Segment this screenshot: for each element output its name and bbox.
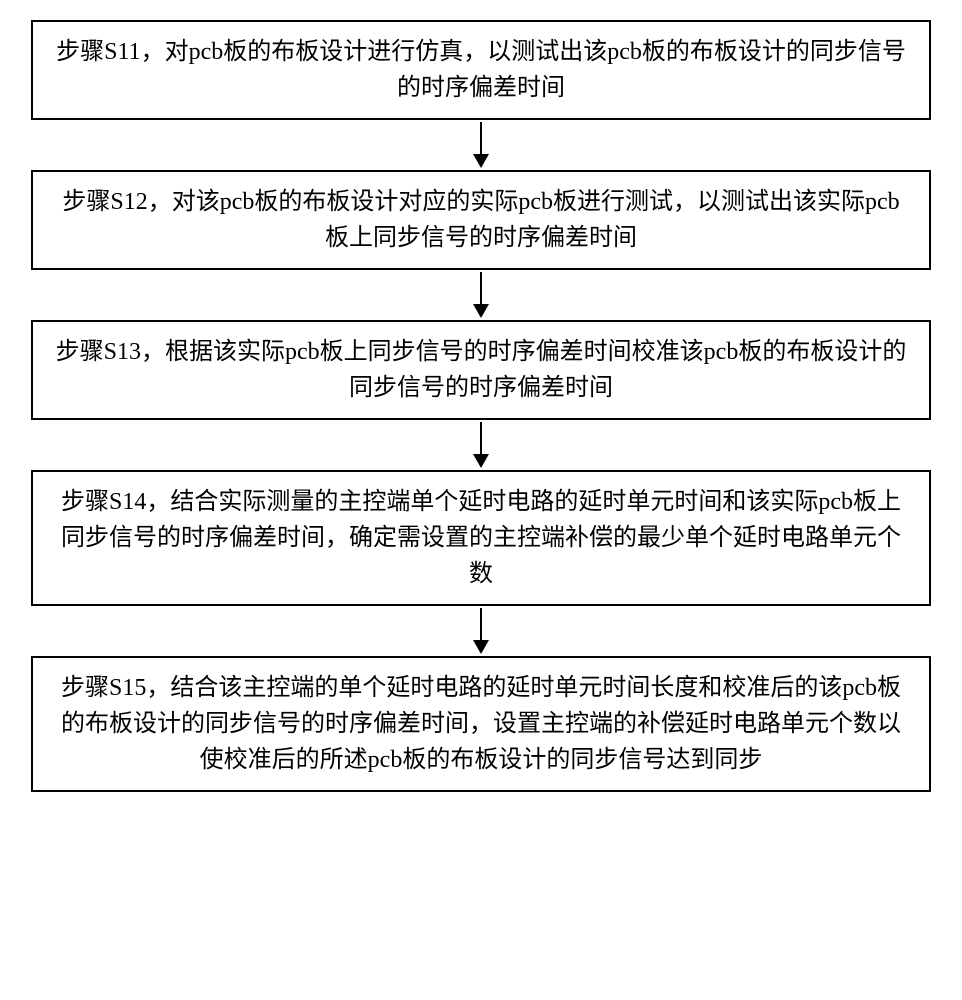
arrow-icon [473,420,489,470]
flowchart-step-box: 步骤S15，结合该主控端的单个延时电路的延时单元时间长度和校准后的该pcb板的布… [31,656,931,792]
step-text: 步骤S14，结合实际测量的主控端单个延时电路的延时单元时间和该实际pcb板上同步… [61,489,901,587]
step-text: 步骤S12，对该pcb板的布板设计对应的实际pcb板进行测试，以测试出该实际pc… [62,189,899,251]
arrow-icon [473,120,489,170]
flowchart-step-box: 步骤S13，根据该实际pcb板上同步信号的时序偏差时间校准该pcb板的布板设计的… [31,320,931,420]
flowchart-step-box: 步骤S11，对pcb板的布板设计进行仿真，以测试出该pcb板的布板设计的同步信号… [31,20,931,120]
arrow-icon [473,270,489,320]
flowchart-step-box: 步骤S14，结合实际测量的主控端单个延时电路的延时单元时间和该实际pcb板上同步… [31,470,931,606]
step-text: 步骤S15，结合该主控端的单个延时电路的延时单元时间长度和校准后的该pcb板的布… [61,675,901,773]
flowchart-step-box: 步骤S12，对该pcb板的布板设计对应的实际pcb板进行测试，以测试出该实际pc… [31,170,931,270]
arrow-icon [473,606,489,656]
step-text: 步骤S11，对pcb板的布板设计进行仿真，以测试出该pcb板的布板设计的同步信号… [56,39,906,101]
step-text: 步骤S13，根据该实际pcb板上同步信号的时序偏差时间校准该pcb板的布板设计的… [56,339,907,401]
